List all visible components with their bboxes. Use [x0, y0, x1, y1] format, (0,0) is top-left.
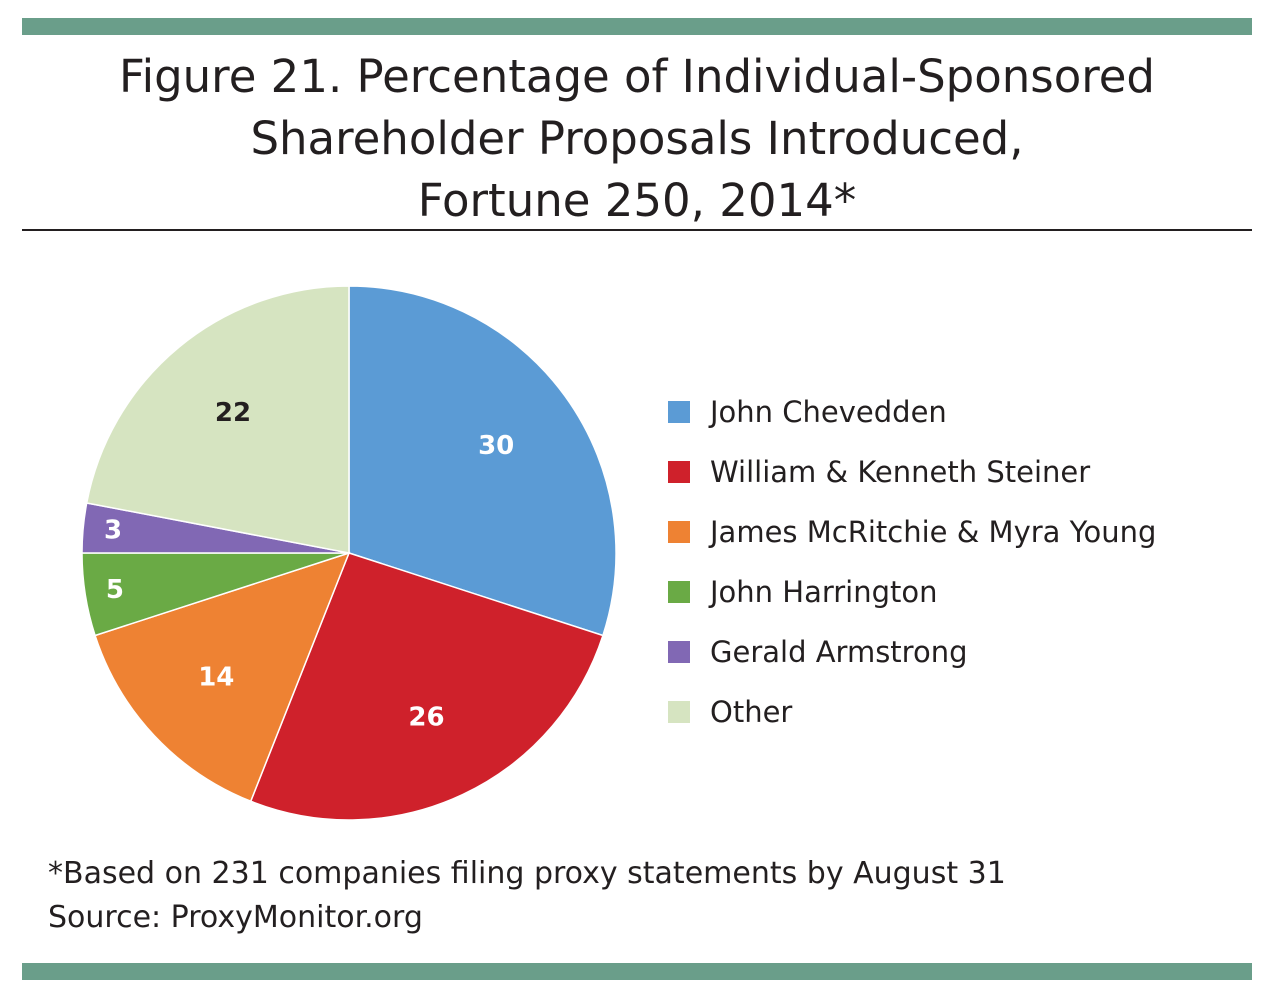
- legend-item: Other: [668, 682, 1156, 742]
- chart-title: Figure 21. Percentage of Individual-Spon…: [22, 46, 1252, 232]
- footnote-text: *Based on 231 companies filing proxy sta…: [48, 856, 1006, 891]
- title-divider: [22, 229, 1252, 231]
- bottom-accent-bar: [22, 963, 1252, 980]
- slice-value-label-4: 3: [104, 516, 122, 546]
- legend-swatch: [668, 401, 690, 423]
- pie-slice-1: [249, 552, 604, 821]
- legend-swatch: [668, 641, 690, 663]
- slice-value-label-2: 14: [198, 663, 234, 693]
- legend-label: Gerald Armstrong: [710, 635, 968, 669]
- chart-legend: John Chevedden William & Kenneth Steiner J…: [668, 382, 1156, 742]
- source-text: Source: ProxyMonitor.org: [48, 900, 423, 935]
- legend-swatch: [668, 581, 690, 603]
- slice-value-label-1: 26: [408, 703, 444, 733]
- chart-title-line-3: Fortune 250, 2014*: [417, 174, 857, 227]
- legend-item: John Harrington: [668, 562, 1156, 622]
- chart-title-line-1: Figure 21. Percentage of Individual-Spon…: [118, 50, 1155, 103]
- legend-swatch: [668, 521, 690, 543]
- top-accent-bar: [22, 18, 1252, 35]
- legend-label: Other: [710, 695, 793, 729]
- legend-item: James McRitchie & Myra Young: [668, 502, 1156, 562]
- legend-item: William & Kenneth Steiner: [668, 442, 1156, 502]
- legend-label: John Harrington: [710, 575, 938, 609]
- legend-swatch: [668, 701, 690, 723]
- pie-slice-0: [348, 285, 617, 637]
- legend-item: John Chevedden: [668, 382, 1156, 442]
- legend-label: John Chevedden: [710, 395, 947, 429]
- legend-item: Gerald Armstrong: [668, 622, 1156, 682]
- slice-value-label-0: 30: [478, 431, 514, 461]
- pie-slice-5: [85, 285, 350, 554]
- chart-footnote: *Based on 231 companies filing proxy sta…: [48, 852, 1006, 940]
- legend-label: William & Kenneth Steiner: [710, 455, 1091, 489]
- legend-label: James McRitchie & Myra Young: [710, 515, 1157, 549]
- legend-swatch: [668, 461, 690, 483]
- slice-value-label-3: 5: [106, 575, 124, 605]
- chart-title-line-2: Shareholder Proposals Introduced,: [250, 112, 1024, 165]
- slice-value-label-5: 22: [215, 398, 251, 428]
